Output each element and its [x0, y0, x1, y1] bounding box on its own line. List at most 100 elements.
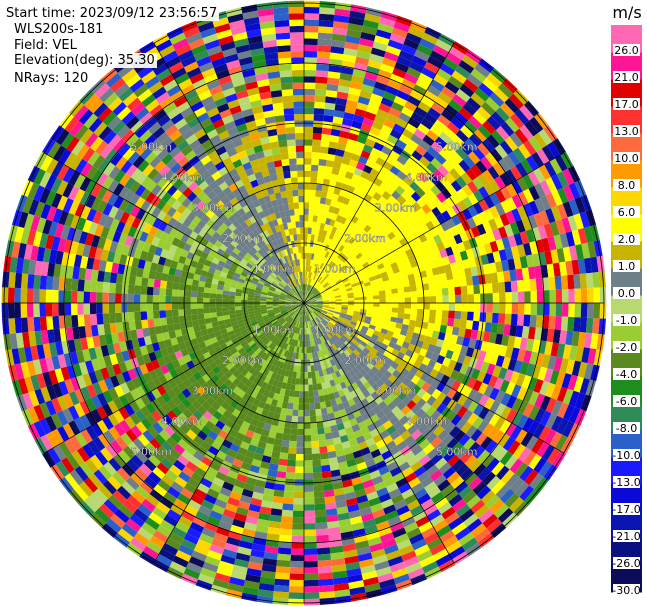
velocity-gate [52, 303, 59, 317]
velocity-gate [455, 147, 468, 160]
velocity-gate [287, 453, 297, 461]
velocity-gate [417, 303, 424, 310]
velocity-gate [375, 370, 384, 379]
velocity-gate [73, 417, 86, 433]
velocity-gate [334, 494, 346, 503]
velocity-gate [211, 440, 223, 451]
velocity-gate [58, 441, 72, 458]
velocity-gate [71, 450, 85, 466]
velocity-gate [380, 10, 398, 22]
velocity-gate [169, 464, 182, 477]
velocity-gate [97, 356, 107, 370]
velocity-gate [416, 217, 426, 228]
velocity-gate [485, 152, 498, 166]
velocity-gate [297, 340, 300, 347]
velocity-gate [285, 304, 292, 306]
velocity-gate [342, 479, 353, 488]
velocity-gate [206, 466, 219, 477]
velocity-gate [419, 270, 428, 279]
velocity-gate [147, 278, 155, 288]
velocity-gate [320, 310, 327, 315]
velocity-gate [338, 316, 346, 321]
velocity-gate [442, 357, 451, 368]
velocity-gate [189, 455, 202, 467]
velocity-gate [504, 313, 512, 325]
velocity-gate [350, 256, 358, 264]
velocity-gate [327, 225, 334, 233]
velocity-gate [403, 450, 416, 462]
velocity-gate [32, 359, 43, 375]
velocity-gate [451, 214, 462, 226]
velocity-gate [345, 35, 361, 45]
velocity-gate [317, 285, 323, 291]
velocity-gate [328, 305, 336, 308]
velocity-gate [343, 150, 353, 160]
velocity-gate [459, 277, 467, 287]
velocity-gate [500, 186, 512, 200]
velocity-gate [417, 493, 431, 505]
velocity-gate [229, 464, 241, 474]
velocity-gate [317, 171, 325, 179]
velocity-gate [537, 366, 548, 381]
velocity-gate [258, 387, 266, 396]
velocity-gate [257, 440, 267, 449]
velocity-gate [286, 465, 296, 473]
velocity-gate [191, 314, 199, 321]
velocity-gate [423, 296, 430, 303]
velocity-gate [286, 408, 293, 416]
velocity-gate [216, 350, 225, 358]
velocity-gate [473, 284, 481, 295]
velocity-gate [272, 329, 279, 336]
velocity-gate [364, 111, 377, 121]
velocity-gate [333, 391, 341, 399]
velocity-gate [380, 498, 394, 509]
velocity-gate [466, 377, 477, 389]
velocity-gate [332, 27, 348, 36]
velocity-gate [201, 456, 213, 467]
velocity-gate [74, 465, 89, 482]
velocity-gate [146, 414, 158, 426]
velocity-gate [304, 498, 315, 505]
velocity-gate [421, 341, 430, 351]
velocity-gate [259, 576, 275, 585]
velocity-gate [360, 31, 376, 42]
velocity-gate [394, 61, 410, 73]
velocity-gate [249, 382, 257, 391]
velocity-gate [341, 373, 349, 382]
velocity-gate [585, 317, 594, 334]
velocity-gate [340, 291, 348, 296]
velocity-gate [484, 195, 495, 209]
velocity-gate [254, 312, 262, 316]
velocity-gate [320, 290, 327, 295]
velocity-gate [562, 420, 575, 438]
velocity-gate [306, 346, 310, 354]
velocity-gate [397, 391, 407, 401]
velocity-gate [347, 307, 355, 311]
velocity-gate [317, 344, 323, 351]
velocity-gate [411, 55, 427, 68]
velocity-gate [330, 199, 338, 208]
velocity-gate [315, 317, 321, 323]
velocity-gate [67, 253, 76, 267]
velocity-gate [267, 391, 275, 399]
velocity-gate [319, 452, 329, 460]
velocity-gate [348, 229, 356, 237]
velocity-gate [387, 325, 396, 333]
velocity-gate [371, 120, 384, 131]
velocity-gate [436, 381, 446, 393]
velocity-gate [437, 479, 451, 492]
velocity-gate [359, 90, 373, 100]
velocity-gate [338, 328, 345, 335]
velocity-gate [339, 312, 347, 317]
velocity-gate [421, 203, 432, 215]
velocity-gate [415, 408, 426, 419]
velocity-gate [108, 494, 123, 509]
velocity-gate [433, 425, 445, 437]
velocity-gate [380, 124, 393, 135]
velocity-gate [331, 404, 339, 413]
velocity-gate [352, 231, 360, 240]
velocity-gate [304, 284, 306, 291]
velocity-gate [404, 100, 418, 112]
velocity-gate [40, 386, 52, 403]
velocity-gate [466, 495, 482, 509]
